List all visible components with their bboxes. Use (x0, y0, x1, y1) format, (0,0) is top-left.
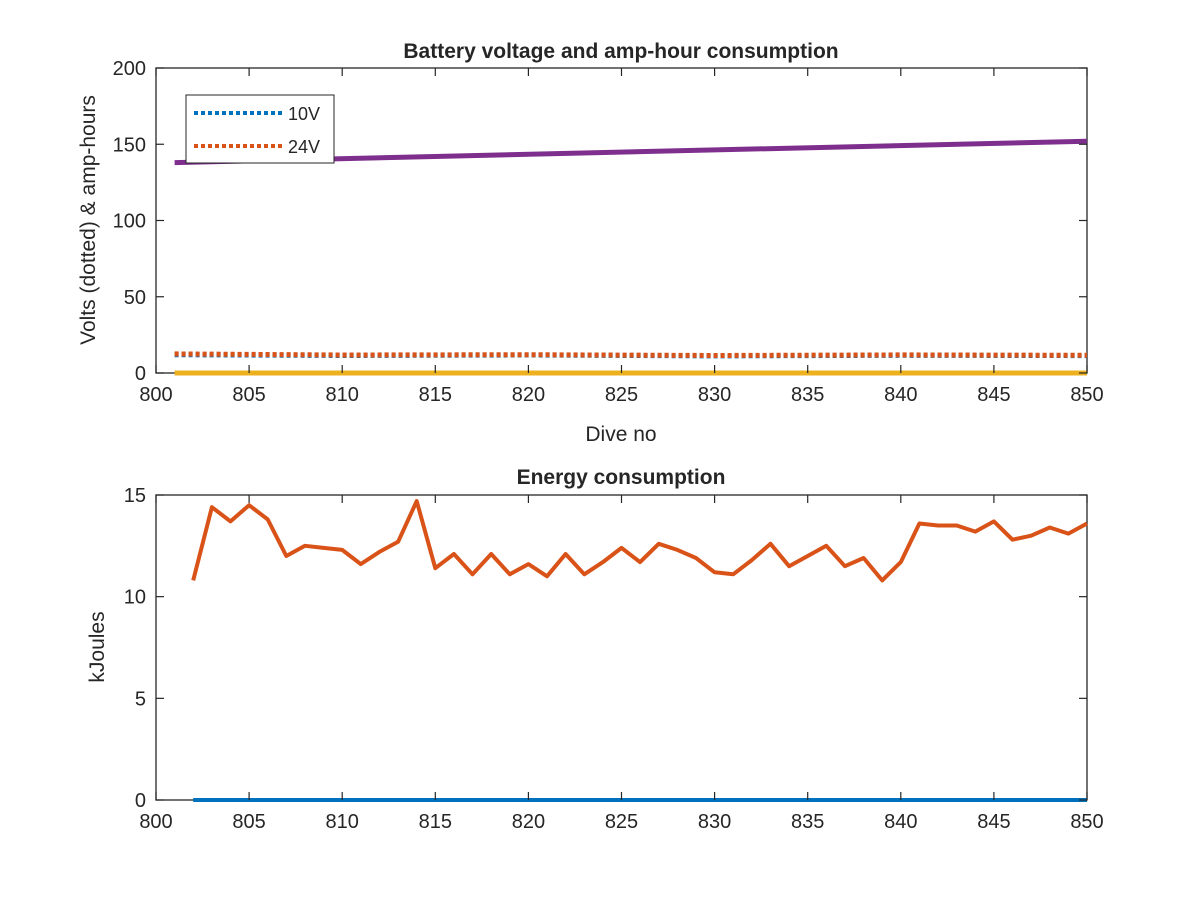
legend-box (185, 94, 335, 164)
energy-series-line-1 (191, 499, 1088, 583)
energy-axes: 800 805 810 815 820 825 830 835 840 845 850051015 … (86, 466, 1104, 833)
energy-x-tick-label: 840 (884, 811, 917, 833)
battery-x-tick-label: 820 (512, 384, 545, 406)
battery-axis-ticks: 800 805 810 815 820 825 830 835 840 845 850 0 50 100 1… (113, 58, 1104, 406)
battery-y-tick-label: 0 (135, 363, 146, 385)
battery-x-axis-label: Dive no (585, 423, 656, 446)
energy-x-tick-label: 825 (605, 811, 638, 833)
energy-x-tick-label: 850 (1070, 811, 1103, 833)
legend-label-24v: 24V (288, 137, 320, 157)
battery-x-tick-label: 840 (884, 384, 917, 406)
battery-x-tick-label: 800 (139, 384, 172, 406)
battery-y-tick-label: 200 (113, 58, 146, 80)
energy-y-tick-label: 10 (124, 587, 146, 609)
battery-y-axis-label: Volts (dotted) & amp-hours (77, 95, 100, 345)
energy-chart-title: Energy consumption (517, 466, 726, 489)
battery-voltage-axes: 800 805 810 815 820 825 830 835 840 845 850 0 50 100 1… (77, 40, 1104, 446)
energy-plot-area (155, 494, 1088, 801)
energy-y-tick-label: 15 (124, 485, 146, 507)
energy-x-tick-label: 800 (139, 811, 172, 833)
energy-y-axis-label: kJoules (86, 611, 109, 682)
battery-y-tick-label: 100 (113, 211, 146, 233)
energy-axis-ticks: 800 805 810 815 820 825 830 835 840 845 850 0 5 10 15 (124, 485, 1104, 833)
battery-x-tick-label: 825 (605, 384, 638, 406)
energy-x-tick-label: 805 (232, 811, 265, 833)
battery-x-tick-label: 815 (419, 384, 452, 406)
energy-y-tick-label: 0 (135, 790, 146, 812)
battery-y-tick-label: 150 (113, 134, 146, 156)
energy-x-tick-label: 815 (419, 811, 452, 833)
battery-legend: 10V 24V (185, 94, 335, 164)
energy-x-tick-label: 820 (512, 811, 545, 833)
energy-x-tick-label: 830 (698, 811, 731, 833)
battery-x-tick-label: 835 (791, 384, 824, 406)
energy-x-tick-label: 845 (977, 811, 1010, 833)
battery-y-tick-label: 50 (124, 287, 146, 309)
battery-x-tick-label: 845 (977, 384, 1010, 406)
energy-y-tick-label: 5 (135, 688, 146, 710)
legend-label-10v: 10V (288, 104, 320, 124)
battery-x-tick-label: 810 (326, 384, 359, 406)
energy-x-tick-label: 835 (791, 811, 824, 833)
battery-x-tick-label: 850 (1070, 384, 1103, 406)
battery-x-tick-label: 830 (698, 384, 731, 406)
energy-x-tick-label: 810 (326, 811, 359, 833)
battery-chart-title: Battery voltage and amp-hour consumption (403, 40, 838, 63)
battery-x-tick-label: 805 (232, 384, 265, 406)
battery-series-line-1 (174, 351, 1088, 358)
